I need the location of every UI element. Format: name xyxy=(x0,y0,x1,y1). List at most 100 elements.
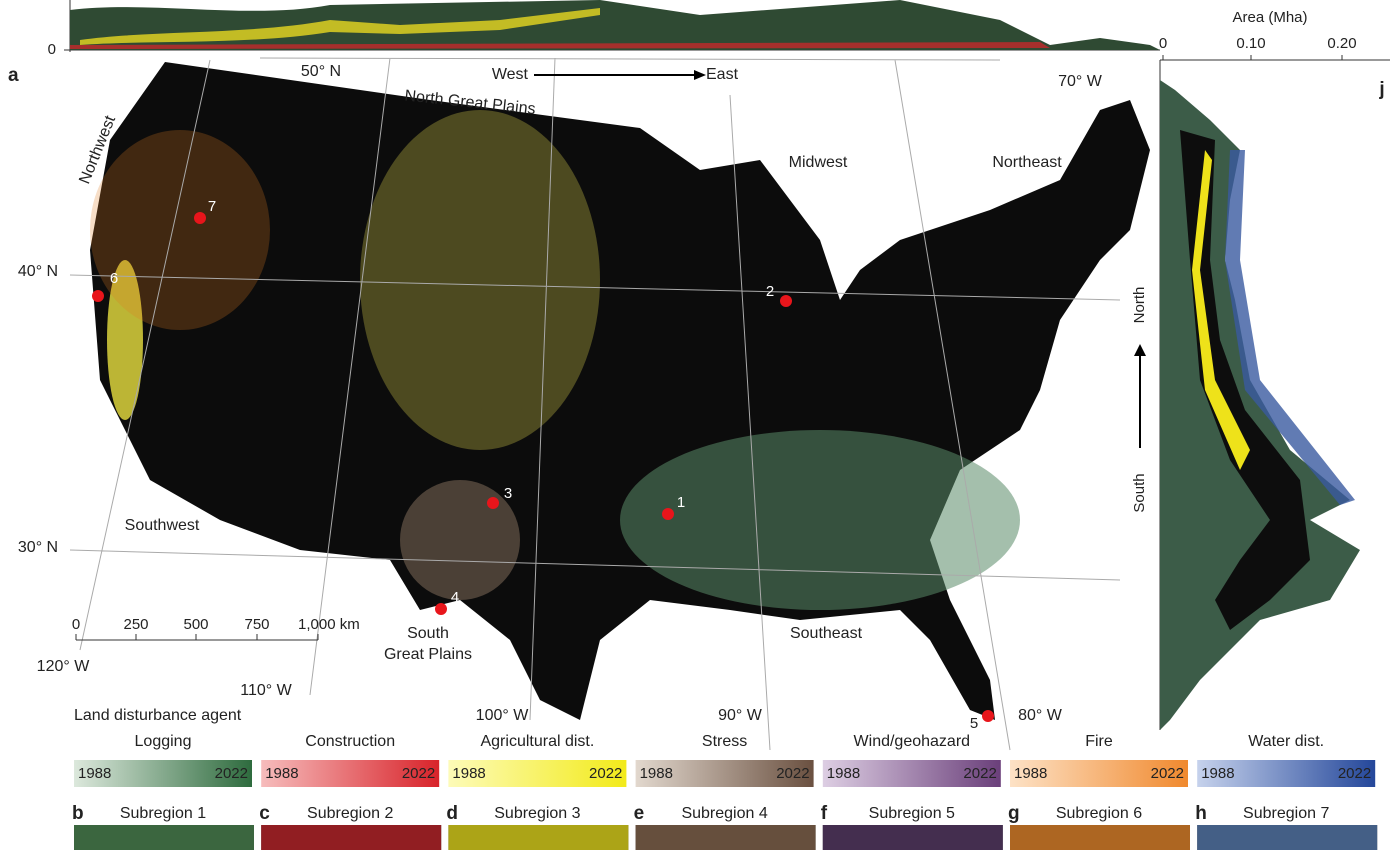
panel-label: b xyxy=(72,803,84,824)
legend-start: 1988 xyxy=(78,765,111,782)
graticule-label: 50° N xyxy=(301,63,341,80)
legend-agent-name: Water dist. xyxy=(1248,733,1324,750)
scale-label: 250 xyxy=(123,616,148,633)
site-label: 7 xyxy=(208,198,216,215)
legend-start: 1988 xyxy=(265,765,298,782)
panel-label: h xyxy=(1195,803,1207,824)
legend-agent-name: Agricultural dist. xyxy=(480,733,594,750)
subregion-title: Subregion 7 xyxy=(1243,805,1329,822)
subregion-tile-tint xyxy=(74,825,254,850)
region-label: Southeast xyxy=(790,625,863,642)
legend-swatch xyxy=(1197,760,1376,787)
legend-swatch xyxy=(822,760,1001,787)
subregion-title: Subregion 6 xyxy=(1056,805,1142,822)
site-marker xyxy=(982,710,994,722)
legend-agent-name: Construction xyxy=(305,733,395,750)
scale-label: 500 xyxy=(183,616,208,633)
scale-label: 0 xyxy=(72,616,80,633)
direction-label: East xyxy=(706,66,739,83)
panel-label: j xyxy=(1378,79,1384,100)
subregion-tile-tint xyxy=(822,825,1003,850)
region-label: South Great Plains xyxy=(384,625,472,663)
graticule-label: 40° N xyxy=(18,263,58,280)
legend-start: 1988 xyxy=(1201,765,1234,782)
y-tick-label: 0 xyxy=(48,41,56,58)
site-label: 5 xyxy=(970,715,978,732)
map-region-tint xyxy=(400,480,520,600)
region-label-line: Great Plains xyxy=(384,646,472,663)
legend-agent-name: Wind/geohazard xyxy=(854,733,971,750)
legend-end: 2022 xyxy=(402,765,435,782)
subregion-tile-tint xyxy=(1010,825,1190,850)
legend-end: 2022 xyxy=(215,765,248,782)
axis-title: Area (Mha) xyxy=(1232,9,1307,26)
arrow-head xyxy=(694,70,706,80)
site-marker xyxy=(194,212,206,224)
subregion-title: Subregion 3 xyxy=(494,805,580,822)
legend-start: 1988 xyxy=(640,765,673,782)
stream-area xyxy=(70,0,1160,50)
graticule-label: 80° W xyxy=(1018,707,1063,724)
x-tick-label: 0.20 xyxy=(1327,35,1356,52)
graticule-label: 120° W xyxy=(37,658,91,675)
site-marker xyxy=(487,497,499,509)
legend-end: 2022 xyxy=(589,765,622,782)
panel-label: d xyxy=(446,803,458,824)
x-tick-label: 0.10 xyxy=(1236,35,1265,52)
subregion-title: Subregion 2 xyxy=(307,805,393,822)
map-region-tint xyxy=(620,430,1020,610)
panel-label: a xyxy=(8,65,19,86)
map-region-tint xyxy=(360,110,600,450)
subregion-tile-tint xyxy=(448,825,629,850)
site-label: 1 xyxy=(677,494,685,511)
legend-agent-name: Fire xyxy=(1085,733,1113,750)
region-label: Midwest xyxy=(789,154,848,171)
legend-agent-name: Stress xyxy=(702,733,747,750)
site-marker xyxy=(780,295,792,307)
legend-start: 1988 xyxy=(452,765,485,782)
graticule-line xyxy=(69,57,1121,751)
legend-start: 1988 xyxy=(827,765,860,782)
map-region-tint xyxy=(107,260,143,420)
direction-label: North xyxy=(1131,287,1148,324)
legend-start: 1988 xyxy=(1014,765,1047,782)
subregion-title: Subregion 4 xyxy=(681,805,767,822)
graticule-label: 100° W xyxy=(476,707,530,724)
direction-label: South xyxy=(1131,473,1148,512)
legend-swatch xyxy=(74,760,252,787)
legend-agent-name: Logging xyxy=(135,733,192,750)
legend-swatch xyxy=(635,760,814,787)
graticule-label: 90° W xyxy=(718,707,763,724)
legend-swatch xyxy=(448,760,627,787)
site-label: 3 xyxy=(504,485,512,502)
panel-label: g xyxy=(1008,803,1020,824)
graticule-label: 70° W xyxy=(1058,73,1103,90)
region-label-line: South xyxy=(407,625,449,642)
arrow-head xyxy=(1134,344,1146,356)
site-label: 2 xyxy=(766,283,774,300)
graticule-label: 110° W xyxy=(240,682,292,699)
legend-end: 2022 xyxy=(1151,765,1184,782)
region-label: Northeast xyxy=(992,154,1062,171)
stream-band xyxy=(1225,150,1355,505)
legend-swatch xyxy=(1010,760,1188,787)
subregion-tile-tint xyxy=(1197,825,1378,850)
x-tick-label: 0 xyxy=(1159,35,1167,52)
graticule-label: 30° N xyxy=(18,539,58,556)
subregion-title: Subregion 1 xyxy=(120,805,206,822)
region-label: Southwest xyxy=(125,517,200,534)
legend-end: 2022 xyxy=(1338,765,1371,782)
site-label: 4 xyxy=(451,589,459,606)
map-region-tint xyxy=(90,130,270,330)
legend-title: Land disturbance agent xyxy=(74,707,242,724)
site-label: 6 xyxy=(110,270,118,287)
stream-band xyxy=(1192,150,1250,470)
legend-end: 2022 xyxy=(963,765,996,782)
site-marker xyxy=(435,603,447,615)
site-marker xyxy=(662,508,674,520)
subregion-title: Subregion 5 xyxy=(869,805,955,822)
panel-label: c xyxy=(259,803,270,824)
site-marker xyxy=(92,290,104,302)
subregion-tile-tint xyxy=(261,825,442,850)
